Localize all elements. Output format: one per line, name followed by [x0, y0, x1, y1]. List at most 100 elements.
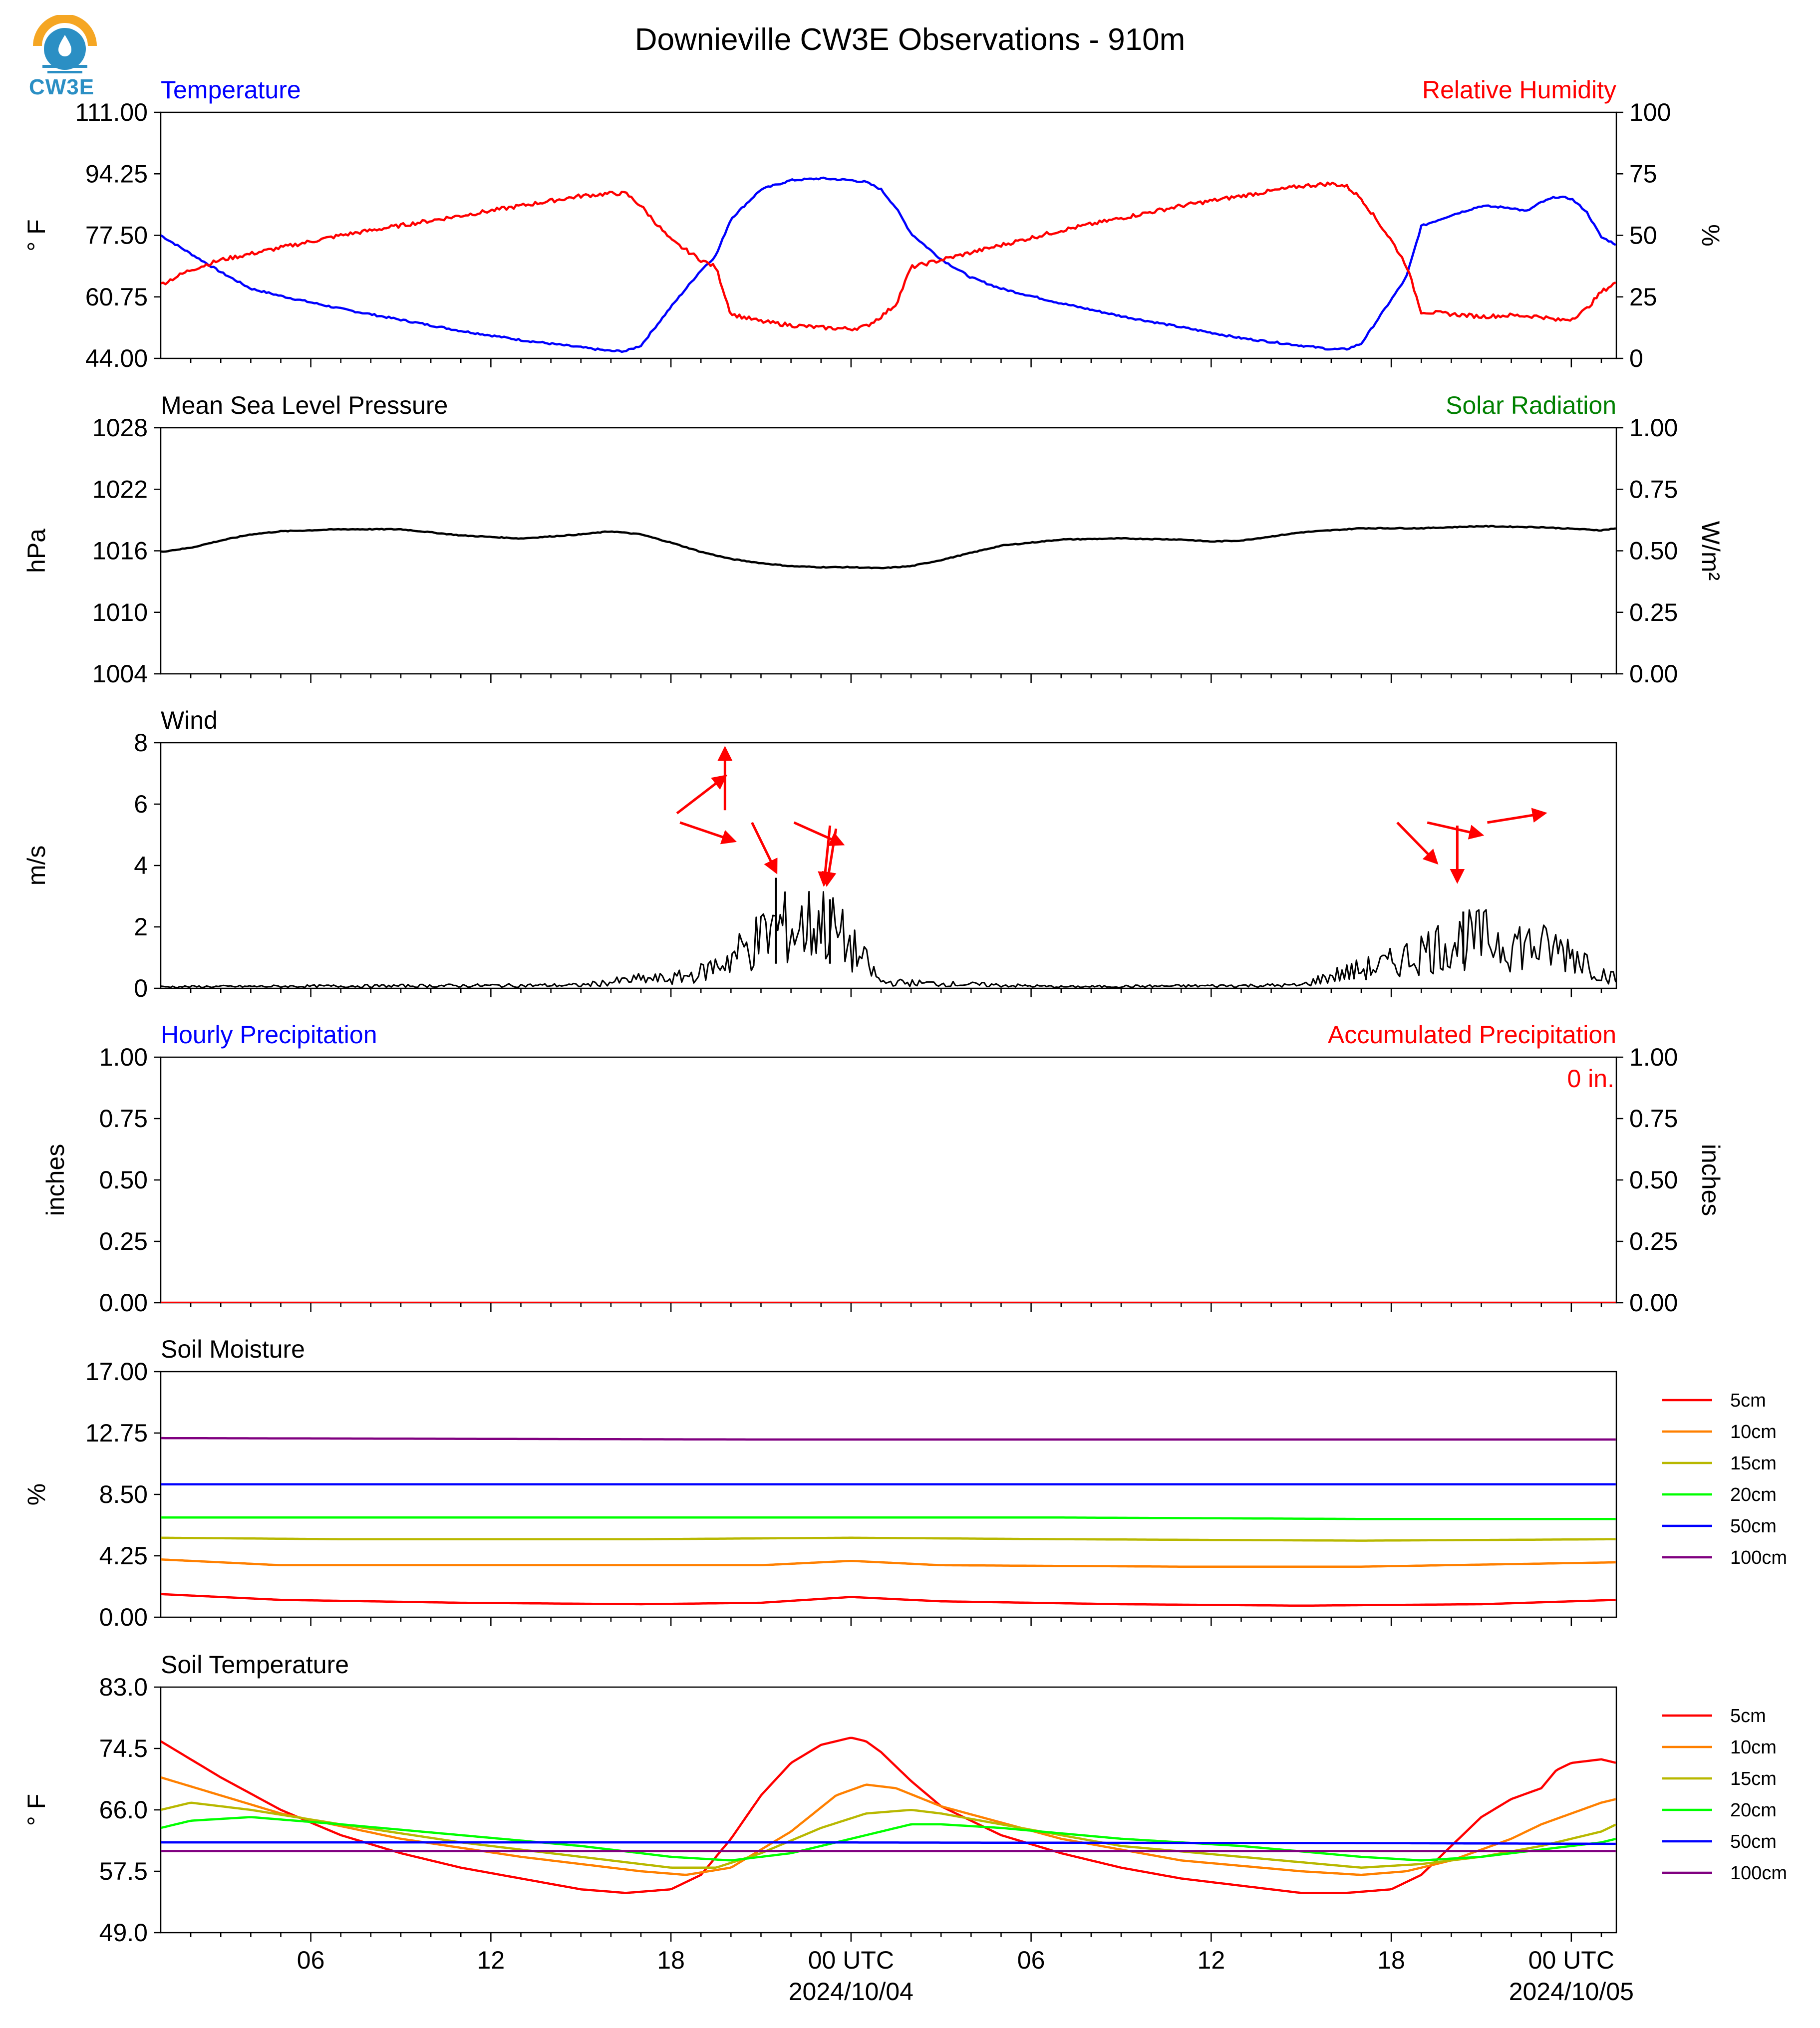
y-tick-label-left: 1010: [92, 598, 148, 626]
series-line-20cm: [161, 1516, 1616, 1520]
y-axis-label-left: ° F: [22, 219, 50, 251]
y-tick-label-right: 50: [1629, 222, 1657, 250]
y-tick-label-left: 0.75: [99, 1105, 148, 1133]
y-tick-label-right: 0.50: [1629, 1166, 1678, 1194]
series-line-5cm: [161, 1593, 1616, 1607]
y-tick-label-left: 94.25: [85, 160, 148, 188]
series-line-20cm: [161, 1816, 1616, 1862]
series-line-wind: [161, 890, 1616, 988]
legend-label: 20cm: [1730, 1800, 1777, 1821]
y-axis-label-left: inches: [41, 1144, 69, 1216]
panel-title-left: Mean Sea Level Pressure: [161, 391, 448, 419]
y-tick-label-left: 1004: [92, 660, 148, 688]
y-axis-label-right: W/m²: [1697, 521, 1725, 580]
figure-title: Downieville CW3E Observations - 910m: [635, 22, 1186, 57]
plot-frame: [160, 111, 1617, 359]
series-line-15cm: [161, 1801, 1616, 1869]
y-axis-label-left: m/s: [22, 846, 50, 886]
y-tick-label-left: 60.75: [85, 283, 148, 311]
panel-6: 49.0 57.5 66.0 74.5 83.0 Soil Temperature ° F 5…: [22, 1651, 1787, 1947]
y-tick-label-right: 100: [1629, 98, 1671, 126]
series-group: [161, 1437, 1616, 1607]
legend-label: 15cm: [1730, 1768, 1777, 1789]
x-tick-label: 12: [477, 1946, 505, 1974]
series-line-temperature: [161, 176, 1616, 353]
y-tick-label-left: 6: [134, 790, 148, 818]
series-group: [161, 877, 1616, 988]
panel-title-right: Accumulated Precipitation: [1328, 1021, 1616, 1049]
y-tick-label-right: 25: [1629, 283, 1657, 311]
wind-direction-arrow: [676, 774, 728, 815]
x-tick-label: 06: [1017, 1946, 1045, 1974]
y-tick-label-left: 1028: [92, 414, 148, 442]
series-line-5cm: [161, 1737, 1616, 1894]
y-tick-label-left: 4.25: [99, 1542, 148, 1570]
series-group: [161, 176, 1616, 353]
series-line-10cm: [161, 1558, 1616, 1568]
panel-4: 0.00 0.25 0.50 0.75 1.00 0.00 0.25 0.50 0.75 1.00…: [41, 1021, 1725, 1317]
cw3e-logo: [27, 14, 102, 102]
x-date-label: 2024/10/04: [789, 1978, 913, 2006]
wind-direction-arrow: [1427, 821, 1485, 840]
y-tick-label-left: 1.00: [99, 1043, 148, 1071]
legend-label: 50cm: [1730, 1516, 1777, 1537]
y-tick-label-left: 77.50: [85, 222, 148, 250]
y-tick-label-right: 75: [1629, 160, 1657, 188]
plot-frame: [160, 1371, 1617, 1618]
x-date-label: 2024/10/05: [1509, 1978, 1634, 2006]
panel-title-left: Soil Moisture: [161, 1335, 305, 1363]
accum-total-annotation: 0 in.: [1567, 1065, 1614, 1093]
y-tick-label-left: 8.50: [99, 1480, 148, 1508]
y-tick-label-left: 0: [134, 974, 148, 1002]
panel-title-left: Hourly Precipitation: [161, 1021, 377, 1049]
y-tick-label-left: 111.00: [75, 98, 148, 126]
legend-label: 5cm: [1730, 1706, 1766, 1727]
wind-direction-arrow: [1396, 822, 1439, 865]
legend-label: 10cm: [1730, 1422, 1777, 1443]
wind-direction-arrow: [751, 822, 778, 874]
x-tick-label: 18: [1377, 1946, 1405, 1974]
y-tick-label-left: 66.0: [99, 1796, 148, 1824]
y-tick-label-left: 4: [134, 852, 148, 879]
series-line-100cm: [161, 1437, 1616, 1441]
y-tick-label-left: 17.00: [85, 1358, 148, 1386]
y-tick-label-left: 12.75: [85, 1419, 148, 1447]
y-tick-label-left: 2: [134, 913, 148, 941]
legend-label: 5cm: [1730, 1390, 1766, 1411]
y-tick-label-right: 0.75: [1629, 475, 1678, 503]
y-tick-label-right: 1.00: [1629, 1043, 1678, 1071]
legend-label: 10cm: [1730, 1737, 1777, 1758]
plot-frame: [160, 1686, 1617, 1934]
legend-label: 15cm: [1730, 1453, 1777, 1474]
y-tick-label-right: 1.00: [1629, 414, 1678, 442]
y-axis-label-left: hPa: [22, 529, 50, 573]
y-axis-label-right: inches: [1697, 1144, 1725, 1216]
x-tick-label: 06: [297, 1946, 325, 1974]
panel-3: 0 2 4 6 8 Wind m/s: [22, 706, 1617, 1002]
panel-2: 1004 1010 1016 1022 1028 0.00 0.25 0.50 0.75 1.00…: [22, 391, 1725, 688]
y-tick-label-left: 8: [134, 729, 148, 757]
wind-direction-arrow: [1487, 808, 1547, 824]
y-tick-label-right: 0.25: [1629, 1227, 1678, 1255]
wind-direction-arrow: [821, 828, 838, 887]
panel-title-left: Soil Temperature: [161, 1651, 349, 1679]
legend-label: 100cm: [1730, 1863, 1787, 1884]
legend-label: 100cm: [1730, 1547, 1787, 1568]
y-tick-label-right: 0.25: [1629, 598, 1678, 626]
series-line-15cm: [161, 1536, 1616, 1542]
y-tick-label-left: 0.00: [99, 1603, 148, 1631]
y-tick-label-left: 0.25: [99, 1227, 148, 1255]
y-tick-label-left: 57.5: [99, 1857, 148, 1885]
series-group: [161, 525, 1616, 570]
y-axis-label-left: ° F: [22, 1794, 50, 1826]
y-tick-label-left: 49.0: [99, 1919, 148, 1947]
panel-5: 0.00 4.25 8.50 12.75 17.00 Soil Moisture% 5cm 1…: [22, 1335, 1787, 1631]
logo-drop-icon: [33, 14, 97, 73]
panel-title-right: Relative Humidity: [1422, 76, 1616, 104]
plot-frame: [160, 742, 1617, 989]
panel-title-right: Solar Radiation: [1446, 391, 1616, 419]
panel-1: 44.00 60.75 77.50 94.25 111.00 0 25 50 75 100 Temp…: [22, 76, 1725, 372]
series-line-relative-humidity: [161, 181, 1616, 331]
y-tick-label-left: 83.0: [99, 1673, 148, 1701]
